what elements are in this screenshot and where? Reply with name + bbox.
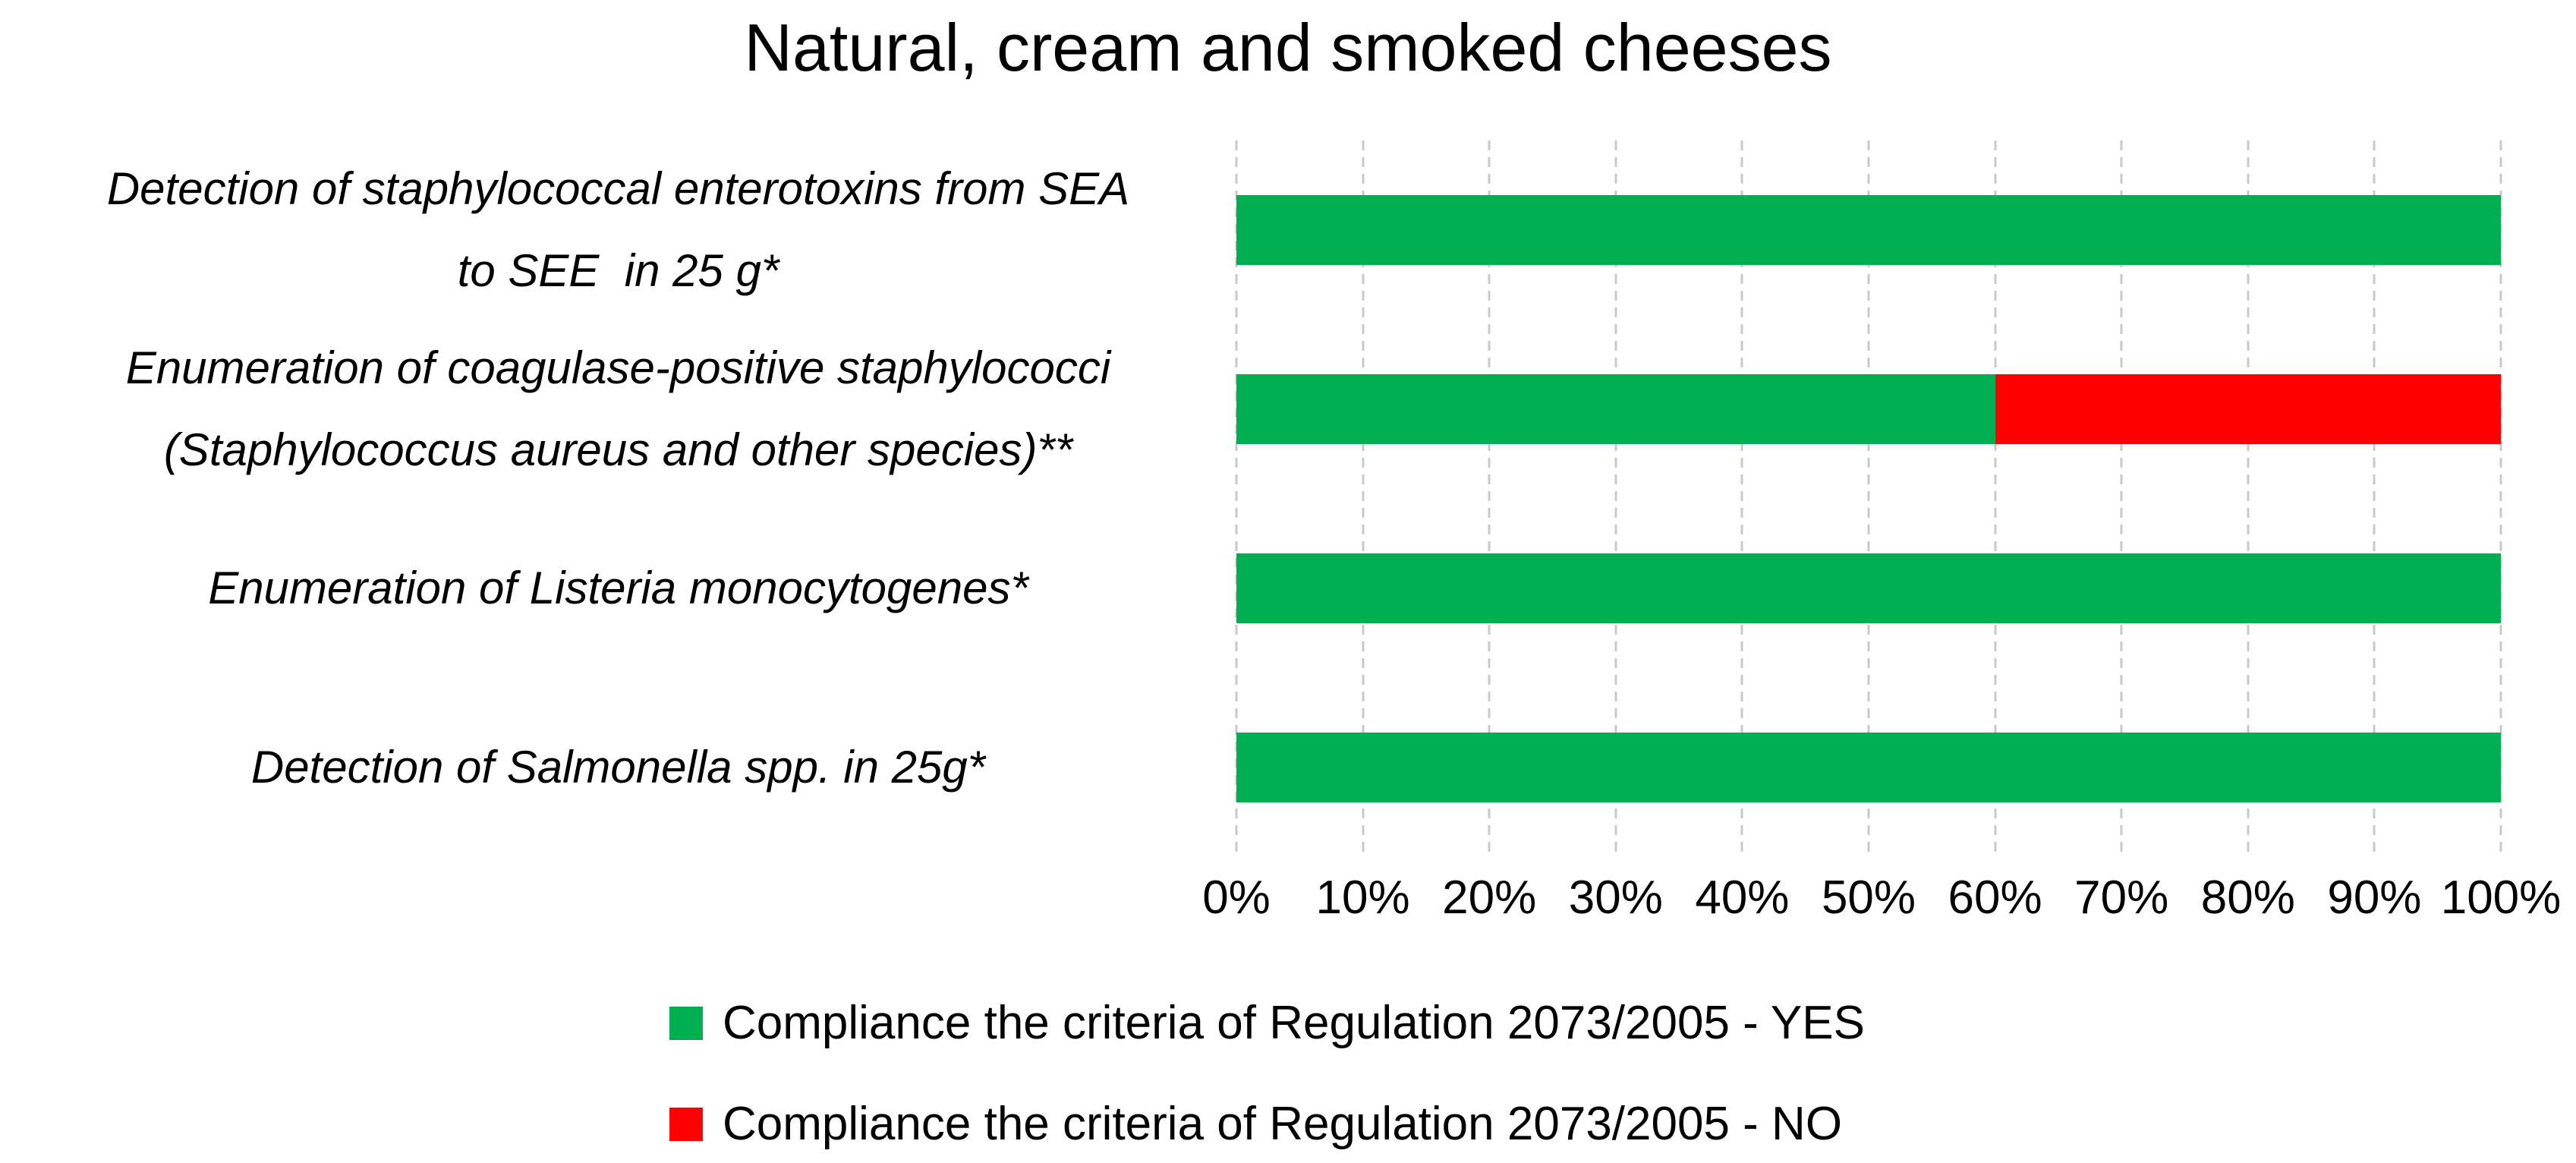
legend-swatch-yes [669,1006,703,1040]
chart-row: Enumeration of coagulase-positive staphy… [0,320,2576,499]
x-tick-label: 100% [2440,871,2562,924]
category-label-line: Detection of Salmonella spp. in 25g* [250,742,986,793]
bar-segment-yes [1236,374,1995,444]
category-label: Detection of Salmonella spp. in 25g* [0,726,1236,808]
bar-segment-no [1995,374,2501,444]
bar-segment-yes [1236,733,2501,802]
x-tick-label: 90% [2327,871,2422,924]
legend-label-yes: Compliance the criteria of Regulation 20… [723,997,1865,1049]
category-label-line: Enumeration of coagulase-positive staphy… [125,342,1111,393]
bar-track [1236,195,2501,265]
bar-rows: Detection of staphylococcal enterotoxins… [0,140,2576,857]
legend-label-no: Compliance the criteria of Regulation 20… [723,1098,1843,1150]
x-tick-label: 20% [1442,871,1537,924]
category-label-line: to SEE in 25 g* [457,245,779,296]
x-tick-label: 30% [1568,871,1663,924]
chart-row: Enumeration of Listeria monocytogenes* [0,499,2576,678]
x-tick-label: 10% [1315,871,1410,924]
bar-segment-yes [1236,195,2501,265]
chart-row: Detection of Salmonella spp. in 25g* [0,678,2576,857]
x-tick-label: 40% [1695,871,1790,924]
legend: Compliance the criteria of Regulation 20… [669,996,1865,1151]
category-label: Enumeration of coagulase-positive staphy… [0,327,1236,491]
x-tick-label: 80% [2200,871,2295,924]
x-tick-label: 60% [1948,871,2042,924]
bar-segment-yes [1236,553,2501,623]
x-tick-label: 70% [2074,871,2169,924]
x-axis: 0% 10% 20% 30% 40% 50% 60% 70% 80% 90% 100% [1202,857,2561,929]
chart-title: Natural, cream and smoked cheeses [744,10,1832,85]
chart-row: Detection of staphylococcal enterotoxins… [0,140,2576,320]
bar-track [1236,374,2501,444]
legend-item-no: Compliance the criteria of Regulation 20… [669,1097,1865,1151]
plot-area: Detection of staphylococcal enterotoxins… [0,140,2576,929]
bar-track [1236,733,2501,802]
category-label-line: Detection of staphylococcal enterotoxins… [106,163,1130,214]
bar-track [1236,553,2501,623]
category-label: Detection of staphylococcal enterotoxins… [0,148,1236,312]
category-label-line: (Staphylococcus aureus and other species… [163,424,1073,475]
category-label: Enumeration of Listeria monocytogenes* [0,547,1236,629]
x-tick-label: 0% [1202,871,1271,924]
category-label-line: Enumeration of Listeria monocytogenes* [208,563,1028,613]
legend-swatch-no [669,1107,703,1141]
x-tick-label: 50% [1821,871,1916,924]
legend-item-yes: Compliance the criteria of Regulation 20… [669,996,1865,1050]
